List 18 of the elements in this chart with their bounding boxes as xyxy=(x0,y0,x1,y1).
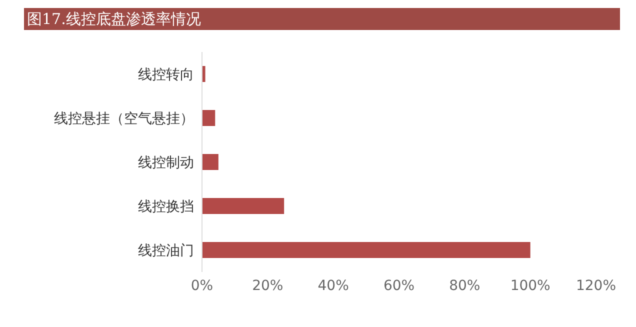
x-tick-label: 80% xyxy=(449,278,480,294)
x-tick-label: 60% xyxy=(383,278,415,294)
bar xyxy=(202,242,530,258)
x-tick-label: 20% xyxy=(252,278,284,294)
bar xyxy=(202,110,216,126)
bar xyxy=(202,154,218,170)
y-tick-label: 线控转向 xyxy=(138,66,194,83)
x-tick-label: 40% xyxy=(318,278,349,294)
y-tick-label: 线控制动 xyxy=(138,154,194,171)
y-tick-label: 线控换挡 xyxy=(138,198,194,215)
y-tick-label: 线控悬挂（空气悬挂） xyxy=(54,110,194,127)
bar xyxy=(202,66,206,82)
chart-title: 图17.线控底盘渗透率情况 xyxy=(24,8,620,30)
x-tick-label: 120% xyxy=(576,278,616,294)
x-tick-label: 0% xyxy=(190,278,214,294)
x-tick-label: 100% xyxy=(510,278,550,294)
bar xyxy=(202,198,284,214)
y-tick-label: 线控油门 xyxy=(138,242,194,259)
